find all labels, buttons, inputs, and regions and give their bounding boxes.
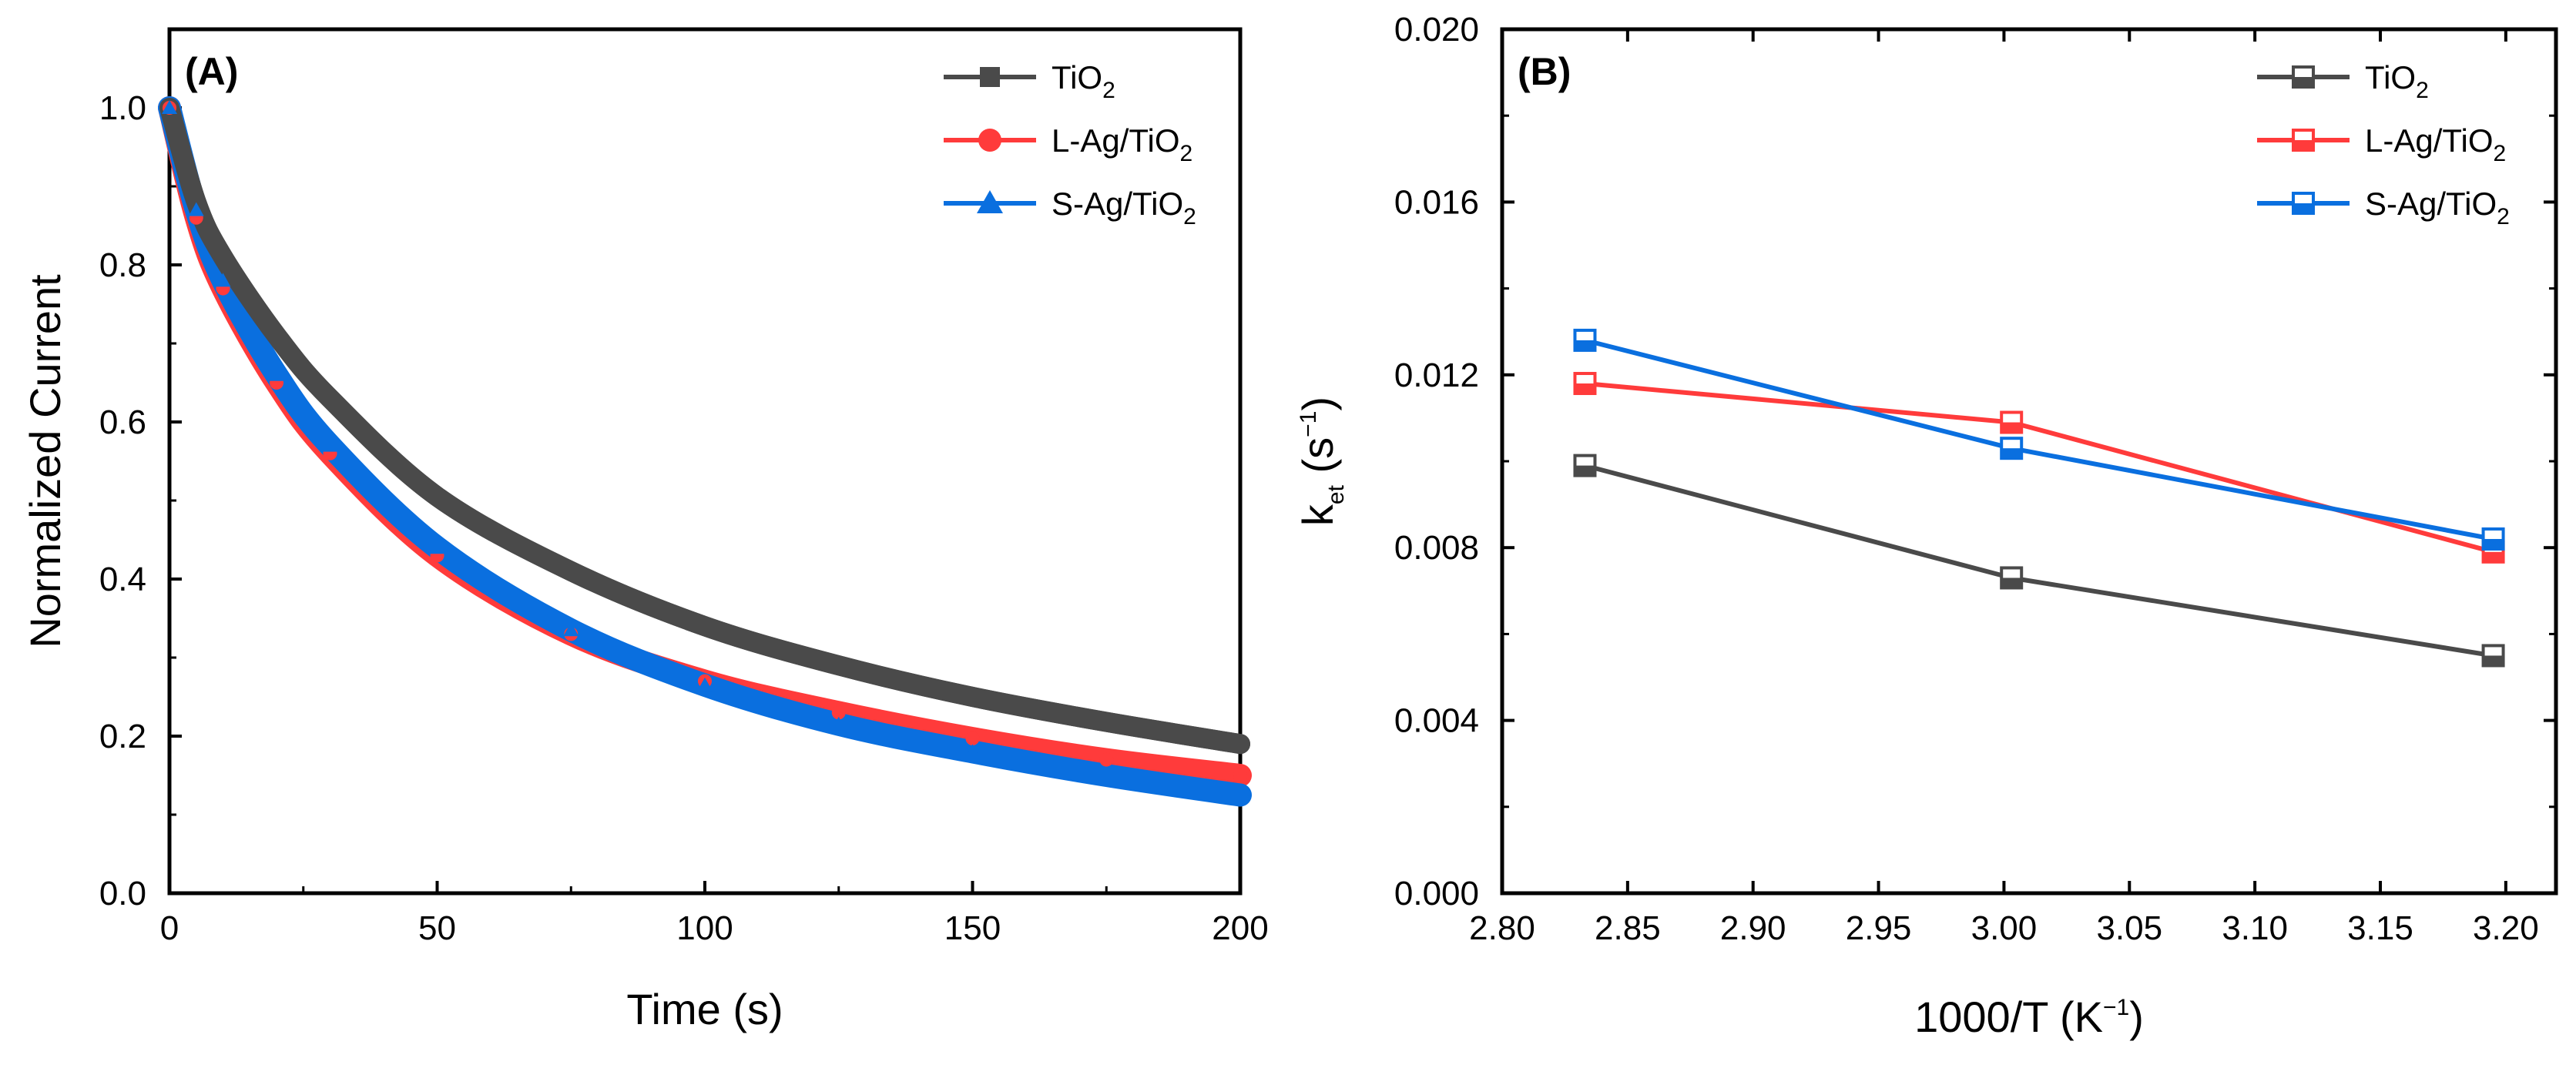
y-tick-label: 0.8 bbox=[99, 246, 146, 284]
data-point bbox=[190, 196, 203, 209]
data-point bbox=[216, 250, 230, 263]
data-point bbox=[563, 622, 579, 637]
data-point-fill bbox=[2001, 422, 2022, 433]
data-point-fill bbox=[1575, 383, 1595, 394]
legend-label: TiO2 bbox=[1052, 59, 1115, 103]
legend-marker-fill bbox=[2293, 203, 2313, 213]
x-tick-label: 100 bbox=[676, 909, 733, 947]
data-point bbox=[697, 677, 713, 691]
data-point bbox=[215, 273, 231, 287]
y-tick-label: 0.008 bbox=[1394, 529, 1479, 567]
x-tick-label: 200 bbox=[1212, 909, 1268, 947]
panel-label: (A) bbox=[185, 50, 238, 93]
legend-marker bbox=[977, 190, 1003, 213]
x-tick-label: 50 bbox=[418, 909, 456, 947]
y-tick-label: 0.012 bbox=[1394, 357, 1479, 394]
legend-label: S-Ag/TiO2 bbox=[1052, 186, 1196, 229]
x-tick-label: 3.00 bbox=[1971, 909, 2038, 947]
y-tick-label: 0.4 bbox=[99, 561, 146, 598]
data-point bbox=[322, 437, 338, 452]
data-point bbox=[431, 490, 444, 503]
panel-label: (B) bbox=[1518, 50, 1571, 93]
x-tick-label: 2.80 bbox=[1469, 909, 1535, 947]
data-point-fill bbox=[1575, 465, 1595, 476]
data-point bbox=[1233, 768, 1247, 782]
data-point bbox=[188, 202, 204, 216]
x-tick-label: 2.85 bbox=[1595, 909, 1661, 947]
data-point bbox=[965, 732, 980, 746]
data-point-fill bbox=[2483, 551, 2504, 562]
y-tick-label: 0.6 bbox=[99, 403, 146, 441]
y-tick-label: 0.2 bbox=[99, 718, 146, 755]
data-point bbox=[324, 392, 337, 405]
data-point bbox=[270, 329, 283, 342]
data-point bbox=[1098, 768, 1115, 782]
x-axis-title: 1000/T (K−1) bbox=[1914, 993, 2144, 1041]
y-tick-label: 0.0 bbox=[99, 875, 146, 912]
legend-marker-fill bbox=[2293, 140, 2313, 150]
data-point bbox=[831, 705, 846, 720]
data-point bbox=[699, 620, 711, 633]
data-point bbox=[832, 659, 845, 672]
panel-b: 2.80 2.85 2.90 2.95 3.00 3.05 3.10 3.15 3.20 0.00… bbox=[1293, 11, 2558, 1041]
legend-label: L-Ag/TiO2 bbox=[2365, 122, 2506, 166]
data-point bbox=[162, 100, 177, 114]
x-tick-label: 0 bbox=[160, 909, 179, 947]
series-line-tio2-top bbox=[159, 98, 1250, 755]
x-tick-label: 3.05 bbox=[2096, 909, 2162, 947]
legend-marker bbox=[980, 67, 1000, 87]
data-point bbox=[830, 716, 847, 731]
x-axis-title: Time (s) bbox=[626, 985, 783, 1033]
y-tick-label: 0.000 bbox=[1394, 875, 1479, 912]
x-tick-label: 3.10 bbox=[2222, 909, 2288, 947]
data-point bbox=[966, 691, 979, 703]
data-point-fill bbox=[1575, 340, 1595, 350]
y-tick-label: 0.016 bbox=[1394, 183, 1479, 221]
y-tick-label: 1.0 bbox=[99, 89, 146, 127]
plot-area bbox=[1500, 27, 2558, 896]
legend-label: L-Ag/TiO2 bbox=[1052, 122, 1192, 166]
data-point bbox=[565, 564, 578, 578]
data-point-fill bbox=[2483, 538, 2504, 549]
legend-marker bbox=[978, 129, 1001, 152]
data-point bbox=[429, 540, 445, 554]
x-tick-label: 3.20 bbox=[2473, 909, 2539, 947]
y-axis-title: ket (s−1) bbox=[1293, 397, 1349, 526]
legend-marker-fill bbox=[2293, 77, 2313, 87]
y-tick-label: 0.020 bbox=[1394, 11, 1479, 49]
data-point bbox=[269, 367, 284, 381]
x-tick-label: 3.15 bbox=[2347, 909, 2413, 947]
data-point bbox=[1100, 715, 1113, 728]
data-point-fill bbox=[2001, 448, 2022, 459]
x-tick-label: 2.95 bbox=[1846, 909, 1912, 947]
data-point-fill bbox=[2483, 655, 2504, 666]
data-point bbox=[1099, 752, 1114, 767]
x-tick-label: 150 bbox=[944, 909, 1001, 947]
data-point bbox=[1233, 787, 1248, 802]
y-axis-title: Normalized Current bbox=[21, 274, 69, 648]
legend-label: TiO2 bbox=[2365, 59, 2429, 103]
data-point bbox=[1234, 738, 1246, 751]
data-point bbox=[964, 744, 981, 758]
legend-label: S-Ag/TiO2 bbox=[2365, 186, 2510, 229]
data-point-fill bbox=[2001, 578, 2022, 588]
y-tick-label: 0.004 bbox=[1394, 702, 1479, 740]
panel-a: 0 50 100 150 200 0.0 0.2 0.4 0.6 0.8 1.0 Time (s) No… bbox=[21, 27, 1269, 1033]
x-tick-label: 2.90 bbox=[1720, 909, 1786, 947]
